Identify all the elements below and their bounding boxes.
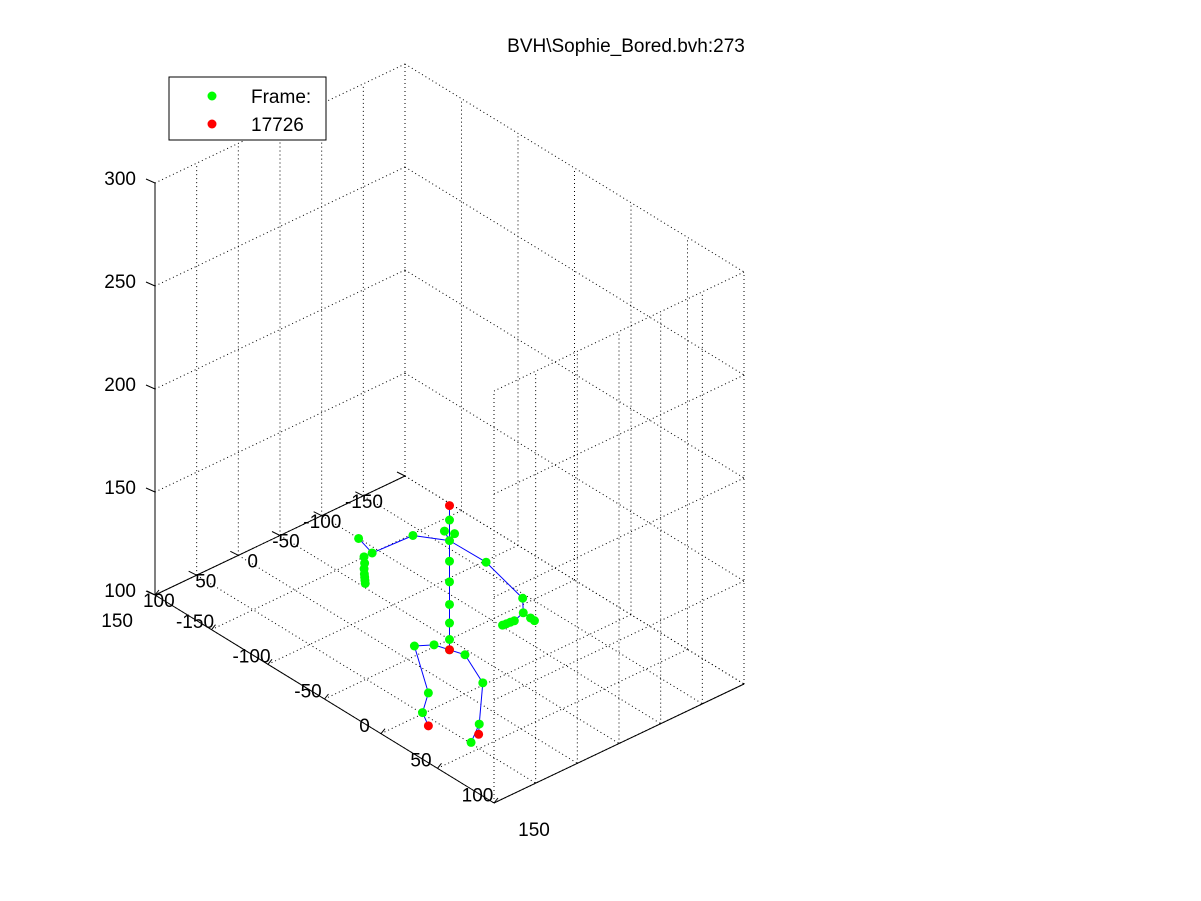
- floor-grid-line: [363, 495, 703, 705]
- joint-point: [518, 608, 528, 618]
- legend-box: [168, 76, 327, 141]
- joint-point: [498, 620, 508, 630]
- x-tick-label: 100: [462, 785, 494, 806]
- z-tick-mark: [145, 384, 156, 390]
- end-site-point: [445, 645, 454, 655]
- tick-labels: -150-100-50050100150-150-100-50050100150…: [101, 169, 550, 841]
- y-tick-label: 100: [143, 591, 175, 612]
- end-site-point: [423, 721, 433, 731]
- z-tick-mark: [145, 487, 156, 493]
- y-tick-label: 150: [101, 611, 133, 632]
- bone-segment: [413, 645, 429, 694]
- joint-point: [450, 529, 460, 539]
- x-tick-mark: [267, 659, 273, 665]
- x-tick-label: -150: [176, 612, 214, 633]
- x-tick-mark: [493, 797, 499, 804]
- legend: Frame: 17726: [168, 76, 327, 141]
- end-site-point: [445, 501, 454, 511]
- z-tick-label: 200: [104, 375, 136, 396]
- back-wall-grid-line: [404, 269, 745, 479]
- bone-segment: [464, 654, 484, 684]
- joint-point: [408, 530, 418, 540]
- x-tick-mark: [380, 728, 386, 734]
- x-tick-mark: [324, 693, 329, 700]
- joint-point: [460, 650, 470, 660]
- joint-point: [409, 641, 419, 651]
- joint-point: [360, 578, 370, 588]
- joint-point: [478, 678, 488, 688]
- legend-label-frame: Frame:: [251, 87, 311, 108]
- joint-point: [439, 526, 449, 536]
- end-site-point: [474, 729, 484, 739]
- z-tick-label: 300: [104, 169, 136, 190]
- y-tick-mark: [271, 531, 281, 536]
- bone-segment: [485, 561, 524, 599]
- x-tick-label: 150: [518, 820, 550, 841]
- bone-segment: [371, 535, 414, 554]
- y-tick-label: -150: [345, 492, 383, 513]
- joint-point: [429, 640, 439, 650]
- x-tick-label: -50: [294, 681, 321, 702]
- y-axis-line: [493, 683, 745, 804]
- joint-point: [518, 593, 528, 603]
- x-tick-label: -100: [232, 647, 270, 668]
- joint-point: [367, 548, 377, 558]
- joint-point: [445, 599, 454, 609]
- joint-point: [445, 577, 454, 587]
- y-tick-label: 0: [247, 552, 258, 573]
- x-tick-label: 0: [359, 716, 370, 737]
- y-tick-mark: [188, 570, 197, 576]
- skeleton-joints: [354, 501, 539, 747]
- x-tick-mark: [154, 589, 160, 596]
- z-tick-mark: [145, 178, 156, 184]
- joint-point: [354, 533, 364, 543]
- floor-grid-line: [380, 614, 632, 735]
- z-tick-label: 250: [104, 272, 136, 293]
- y-tick-mark: [230, 550, 239, 556]
- x-tick-mark: [437, 763, 442, 769]
- joint-point: [423, 688, 433, 698]
- back-wall-grid-line: [404, 372, 745, 582]
- z-tick-label: 100: [104, 581, 136, 602]
- y-tick-label: 50: [195, 571, 216, 592]
- y-tick-mark: [313, 511, 322, 517]
- bone-segment: [449, 540, 487, 563]
- z-tick-mark: [145, 281, 156, 287]
- x-tick-label: 50: [410, 751, 431, 772]
- grid-lines: [154, 63, 745, 804]
- legend-label-frame-number: 17726: [251, 115, 304, 136]
- joint-point: [474, 719, 484, 729]
- joint-point: [417, 708, 427, 718]
- bone-segment: [478, 682, 484, 725]
- z-tick-label: 150: [104, 478, 136, 499]
- x-tick-mark: [211, 624, 216, 630]
- joint-point: [445, 635, 454, 644]
- joint-point: [466, 737, 476, 747]
- joint-point: [445, 515, 454, 525]
- joint-point: [481, 557, 491, 567]
- back-wall-grid-line: [404, 63, 745, 273]
- side-wall-grid-line: [493, 271, 745, 392]
- y-tick-mark: [355, 491, 364, 497]
- axis-lines: [154, 183, 745, 804]
- y-tick-mark: [396, 471, 406, 477]
- joint-point: [445, 618, 454, 628]
- joint-point: [529, 616, 539, 626]
- y-tick-label: -100: [303, 512, 341, 533]
- joint-point: [445, 556, 454, 566]
- joint-point: [445, 536, 454, 546]
- chart-title: BVH\Sophie_Bored.bvh:273: [507, 36, 745, 57]
- y-tick-label: -50: [272, 532, 299, 553]
- legend-marker-frame-number: [207, 119, 217, 129]
- legend-marker-frame: [207, 91, 217, 101]
- bone-segment: [412, 534, 450, 542]
- z-tick-mark: [145, 590, 156, 596]
